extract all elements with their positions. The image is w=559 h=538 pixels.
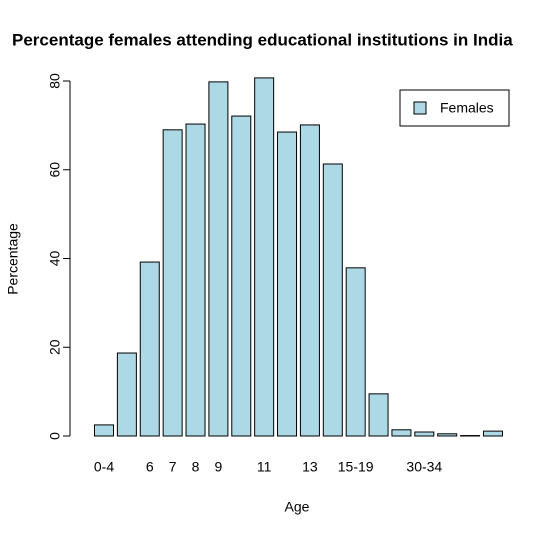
y-tick-label: 0 xyxy=(47,432,63,440)
x-tick-label: 7 xyxy=(169,459,177,475)
bar xyxy=(345,267,366,437)
y-tick-label: 20 xyxy=(47,339,63,355)
bar xyxy=(162,129,183,437)
bar xyxy=(437,433,458,437)
legend-swatch xyxy=(413,101,427,115)
bar xyxy=(482,430,503,437)
bar xyxy=(185,123,206,437)
bar xyxy=(139,261,160,437)
x-tick-label: 0-4 xyxy=(94,459,114,475)
x-tick-label: 9 xyxy=(215,459,223,475)
bar xyxy=(391,429,412,437)
bar xyxy=(208,81,229,437)
bar xyxy=(368,393,389,437)
legend-label: Females xyxy=(440,100,494,116)
x-tick-label: 30-34 xyxy=(406,459,442,475)
x-axis-label: Age xyxy=(285,499,310,515)
bar xyxy=(231,115,252,437)
y-tick-label: 60 xyxy=(47,162,63,178)
chart-title: Percentage females attending educational… xyxy=(12,30,513,49)
x-tick-label: 15-19 xyxy=(338,459,374,475)
y-tick-label: 80 xyxy=(47,73,63,89)
x-tick-label: 11 xyxy=(257,459,272,475)
y-axis-label: Percentage xyxy=(5,223,21,295)
x-tick-label: 13 xyxy=(302,459,318,475)
y-tick-label: 40 xyxy=(47,251,63,267)
bar xyxy=(414,431,435,437)
x-tick-label: 8 xyxy=(192,459,200,475)
x-tick-label: 6 xyxy=(146,459,154,475)
bar xyxy=(322,163,343,437)
bar xyxy=(299,124,320,437)
bar xyxy=(254,77,275,437)
bar xyxy=(94,424,114,437)
bar xyxy=(277,131,298,437)
bar xyxy=(116,352,137,437)
